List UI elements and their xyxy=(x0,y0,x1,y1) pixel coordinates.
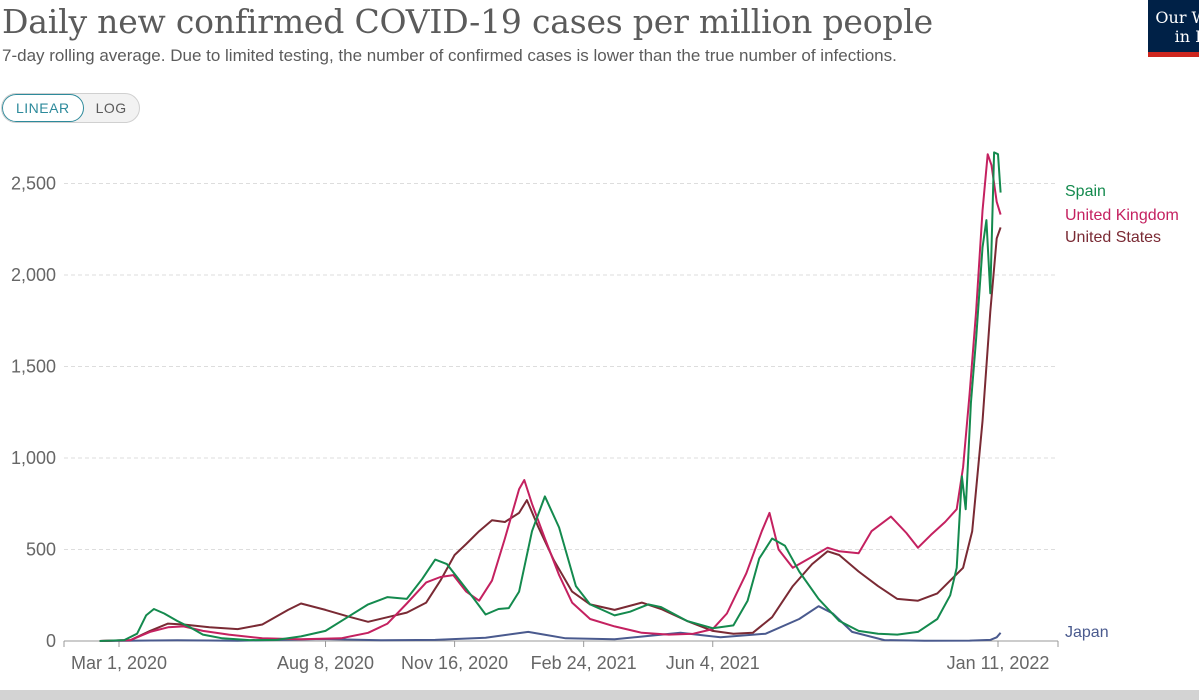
series-labels: Spain United Kingdom United States Japan xyxy=(1065,183,1179,641)
log-scale-button[interactable]: LOG xyxy=(95,100,127,116)
x-tick-label: Mar 1, 2020 xyxy=(71,653,167,673)
linear-scale-button[interactable]: LINEAR xyxy=(2,94,84,122)
series-label-japan: Japan xyxy=(1065,624,1109,641)
gridlines xyxy=(64,183,1058,550)
page-title: Daily new confirmed COVID-19 cases per m… xyxy=(2,2,933,41)
y-tick-label: 1,000 xyxy=(11,448,56,468)
y-tick-label: 2,000 xyxy=(11,265,56,285)
y-tick-label: 2,500 xyxy=(11,174,56,194)
x-tick-label: Jun 4, 2021 xyxy=(666,653,760,673)
x-tick-label: Nov 16, 2020 xyxy=(401,653,508,673)
x-tick-label: Aug 8, 2020 xyxy=(277,653,374,673)
bottom-scroll-bar[interactable] xyxy=(0,690,1199,700)
series-lines xyxy=(99,151,1002,642)
logo-text: Our W in D xyxy=(1151,8,1199,46)
owid-logo[interactable]: Our W in D xyxy=(1148,0,1199,57)
series-label-spain: Spain xyxy=(1065,183,1106,200)
x-tick-label: Feb 24, 2021 xyxy=(531,653,637,673)
series-label-united-states: United States xyxy=(1065,229,1161,246)
scale-toggle: LINEAR LOG xyxy=(1,93,140,123)
series-line-united-kingdom xyxy=(99,153,1002,642)
series-label-united-kingdom: United Kingdom xyxy=(1065,207,1179,224)
x-tick-label: Jan 11, 2022 xyxy=(947,653,1050,673)
logo-line-1: Our W xyxy=(1155,8,1199,27)
axes: 0 500 1,000 1,500 2,000 2,500 Mar 1, 2020 Aug 8… xyxy=(11,174,1059,673)
y-tick-label: 0 xyxy=(46,631,56,651)
y-tick-label: 500 xyxy=(26,540,56,560)
series-line-spain xyxy=(99,151,1002,642)
series-line-united-states xyxy=(99,227,1002,642)
page-subtitle: 7-day rolling average. Due to limited te… xyxy=(2,46,897,65)
series-line-japan xyxy=(99,605,1002,642)
y-tick-label: 1,500 xyxy=(11,357,56,377)
logo-line-2: in D xyxy=(1174,27,1199,46)
